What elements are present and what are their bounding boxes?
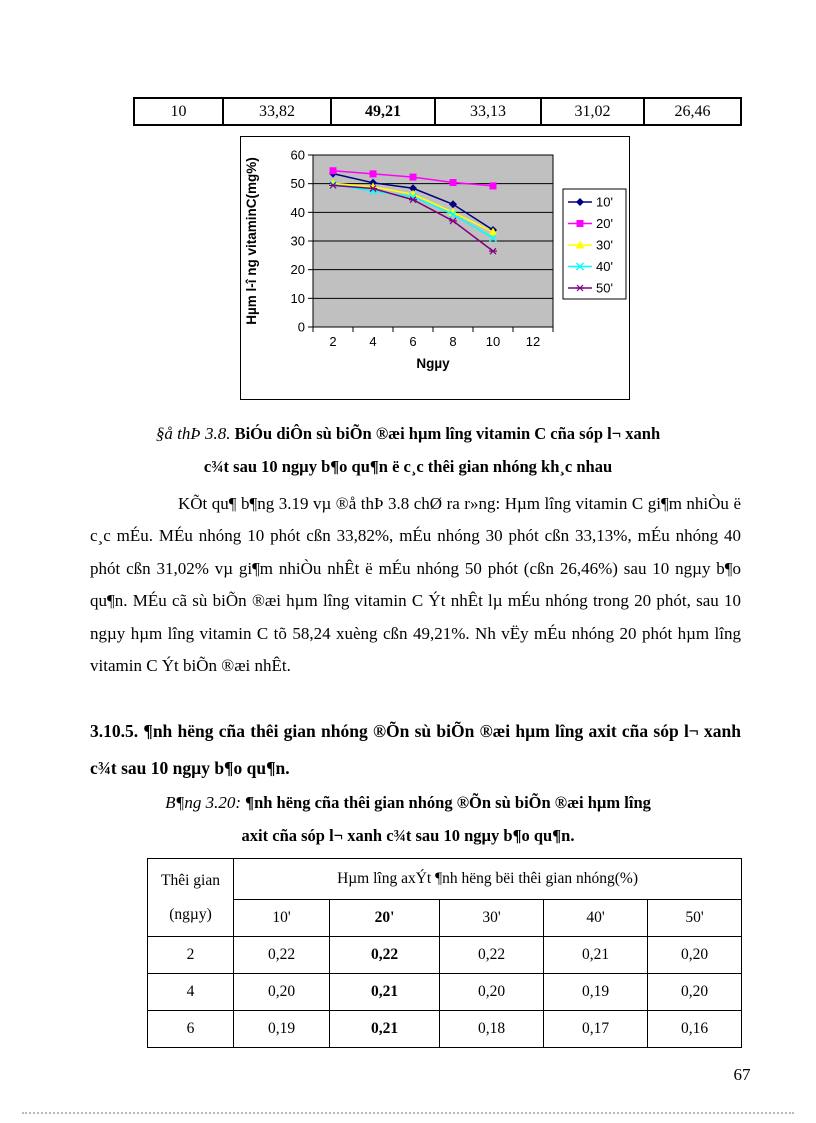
svg-text:50: 50: [291, 176, 305, 191]
table-cell: 0,20: [646, 936, 743, 974]
table-subheader-row: 10' 20' 30' 40' 50': [148, 899, 743, 937]
svg-text:30': 30': [596, 238, 613, 253]
table-cell: 0,22: [329, 936, 440, 974]
svg-text:Ngµy: Ngµy: [416, 356, 450, 371]
page-number: 67: [733, 1065, 751, 1084]
table-cell: 49,21: [330, 97, 436, 126]
svg-text:Hµm l-î ng vitaminC(mg%): Hµm l-î ng vitaminC(mg%): [244, 157, 259, 325]
table-cell: 0,16: [646, 1010, 743, 1048]
chart-caption-line2: c¾t sau 10 ngµy b¶o qu¶n ë c¸c thêi gian…: [203, 457, 613, 476]
table-cell: 33,82: [222, 97, 332, 126]
svg-text:12: 12: [526, 334, 540, 349]
svg-text:10: 10: [486, 334, 500, 349]
table-header-span: Hµm lîng axÝt ¶nh hëng bëi thêi gian nhó…: [232, 858, 743, 900]
table-3-19-last-row: 10 33,82 49,21 33,13 31,02 26,46: [133, 97, 742, 126]
table-cell: 0,20: [233, 973, 330, 1011]
section-heading-3-10-5: 3.10.5. ¶nh hëng cña thêi gian nhóng ®Õn…: [90, 721, 741, 778]
svg-text:40': 40': [596, 259, 613, 274]
table-cell: 6: [147, 1010, 234, 1048]
chart-caption-text1: BiÓu diÔn sù biÕn ®æi hµm lîng vitamin C…: [230, 424, 661, 443]
svg-text:8: 8: [449, 334, 456, 349]
table-cell: 4: [147, 973, 234, 1011]
table-cell: 10: [133, 97, 224, 126]
table-caption-text1: ¶nh hëng cña thêi gian nhóng ®Õn sù biÕn…: [241, 793, 651, 812]
svg-text:20: 20: [291, 262, 305, 277]
table-row: 10 33,82 49,21 33,13 31,02 26,46: [133, 97, 742, 126]
svg-text:20': 20': [596, 216, 613, 231]
svg-text:0: 0: [298, 320, 305, 335]
table-cell: 2: [147, 936, 234, 974]
table-caption-line1: B¶ng 3.20: ¶nh hëng cña thêi gian nhóng …: [78, 786, 738, 819]
table-subheader-cell: 20': [329, 899, 440, 937]
table-header-time-line2: (ngµy): [169, 905, 212, 923]
table-row: 6 0,19 0,21 0,18 0,17 0,16: [147, 1010, 743, 1048]
table-cell: 0,20: [646, 973, 743, 1011]
table-cell: 0,22: [439, 936, 544, 974]
chart-caption-label: §å thÞ 3.8.: [155, 424, 231, 443]
table-subheader-cell: 30': [439, 899, 544, 937]
table-cell: 0,18: [439, 1010, 544, 1048]
table-header-row: Thêi gian (ngµy) Hµm lîng axÝt ¶nh hëng …: [147, 858, 743, 937]
table-caption-label: B¶ng 3.20:: [165, 793, 242, 812]
svg-text:10': 10': [596, 195, 613, 210]
svg-text:2: 2: [329, 334, 336, 349]
table-cell: 33,13: [434, 97, 542, 126]
table-header-time: Thêi gian (ngµy): [147, 858, 234, 937]
svg-text:40: 40: [291, 205, 305, 220]
svg-text:60: 60: [291, 148, 305, 163]
table-caption-line2: axit cña sóp l¬ xanh c¾t sau 10 ngµy b¶o…: [241, 826, 575, 845]
chart-3-8-frame: 0 10 20 30 40 50 60 2 4 6 8 10 12 Ngµy Hµm l-î ng vita…: [240, 136, 630, 400]
table-header-time-line1: Thêi gian: [161, 871, 220, 889]
table-row: 2 0,22 0,22 0,22 0,21 0,20: [147, 936, 743, 974]
table-row: 4 0,20 0,21 0,20 0,19 0,20: [147, 973, 743, 1011]
table-cell: 0,20: [439, 973, 544, 1011]
table-subheader-cell: 50': [646, 899, 743, 937]
table-cell: 0,19: [233, 1010, 330, 1048]
svg-text:4: 4: [369, 334, 376, 349]
svg-text:50': 50': [596, 281, 613, 296]
table-cell: 0,21: [543, 936, 648, 974]
table-cell: 26,46: [643, 97, 742, 126]
table-cell: 0,21: [329, 1010, 440, 1048]
page-bottom-dotted-divider: [22, 1112, 794, 1114]
table-cell: 0,19: [543, 973, 648, 1011]
table-3-20: Thêi gian (ngµy) Hµm lîng axÝt ¶nh hëng …: [147, 858, 743, 1048]
table-cell: 0,22: [233, 936, 330, 974]
table-caption: B¶ng 3.20: ¶nh hëng cña thêi gian nhóng …: [78, 786, 738, 852]
table-cell: 0,17: [543, 1010, 648, 1048]
table-cell: 0,21: [329, 973, 440, 1011]
table-cell: 31,02: [540, 97, 645, 126]
chart-caption-line1: §å thÞ 3.8. BiÓu diÔn sù biÕn ®æi hµm lî…: [78, 417, 738, 450]
table-subheader-cell: 40': [543, 899, 648, 937]
chart-caption: §å thÞ 3.8. BiÓu diÔn sù biÕn ®æi hµm lî…: [78, 417, 738, 483]
svg-text:30: 30: [291, 234, 305, 249]
svg-text:6: 6: [409, 334, 416, 349]
vitamin-c-line-chart: 0 10 20 30 40 50 60 2 4 6 8 10 12 Ngµy Hµm l-î ng vita…: [244, 148, 627, 371]
svg-text:10: 10: [291, 291, 305, 306]
body-paragraph: KÕt qu¶ b¶ng 3.19 vµ ®å thÞ 3.8 chØ ra r…: [90, 494, 741, 676]
table-subheader-cell: 10': [233, 899, 330, 937]
